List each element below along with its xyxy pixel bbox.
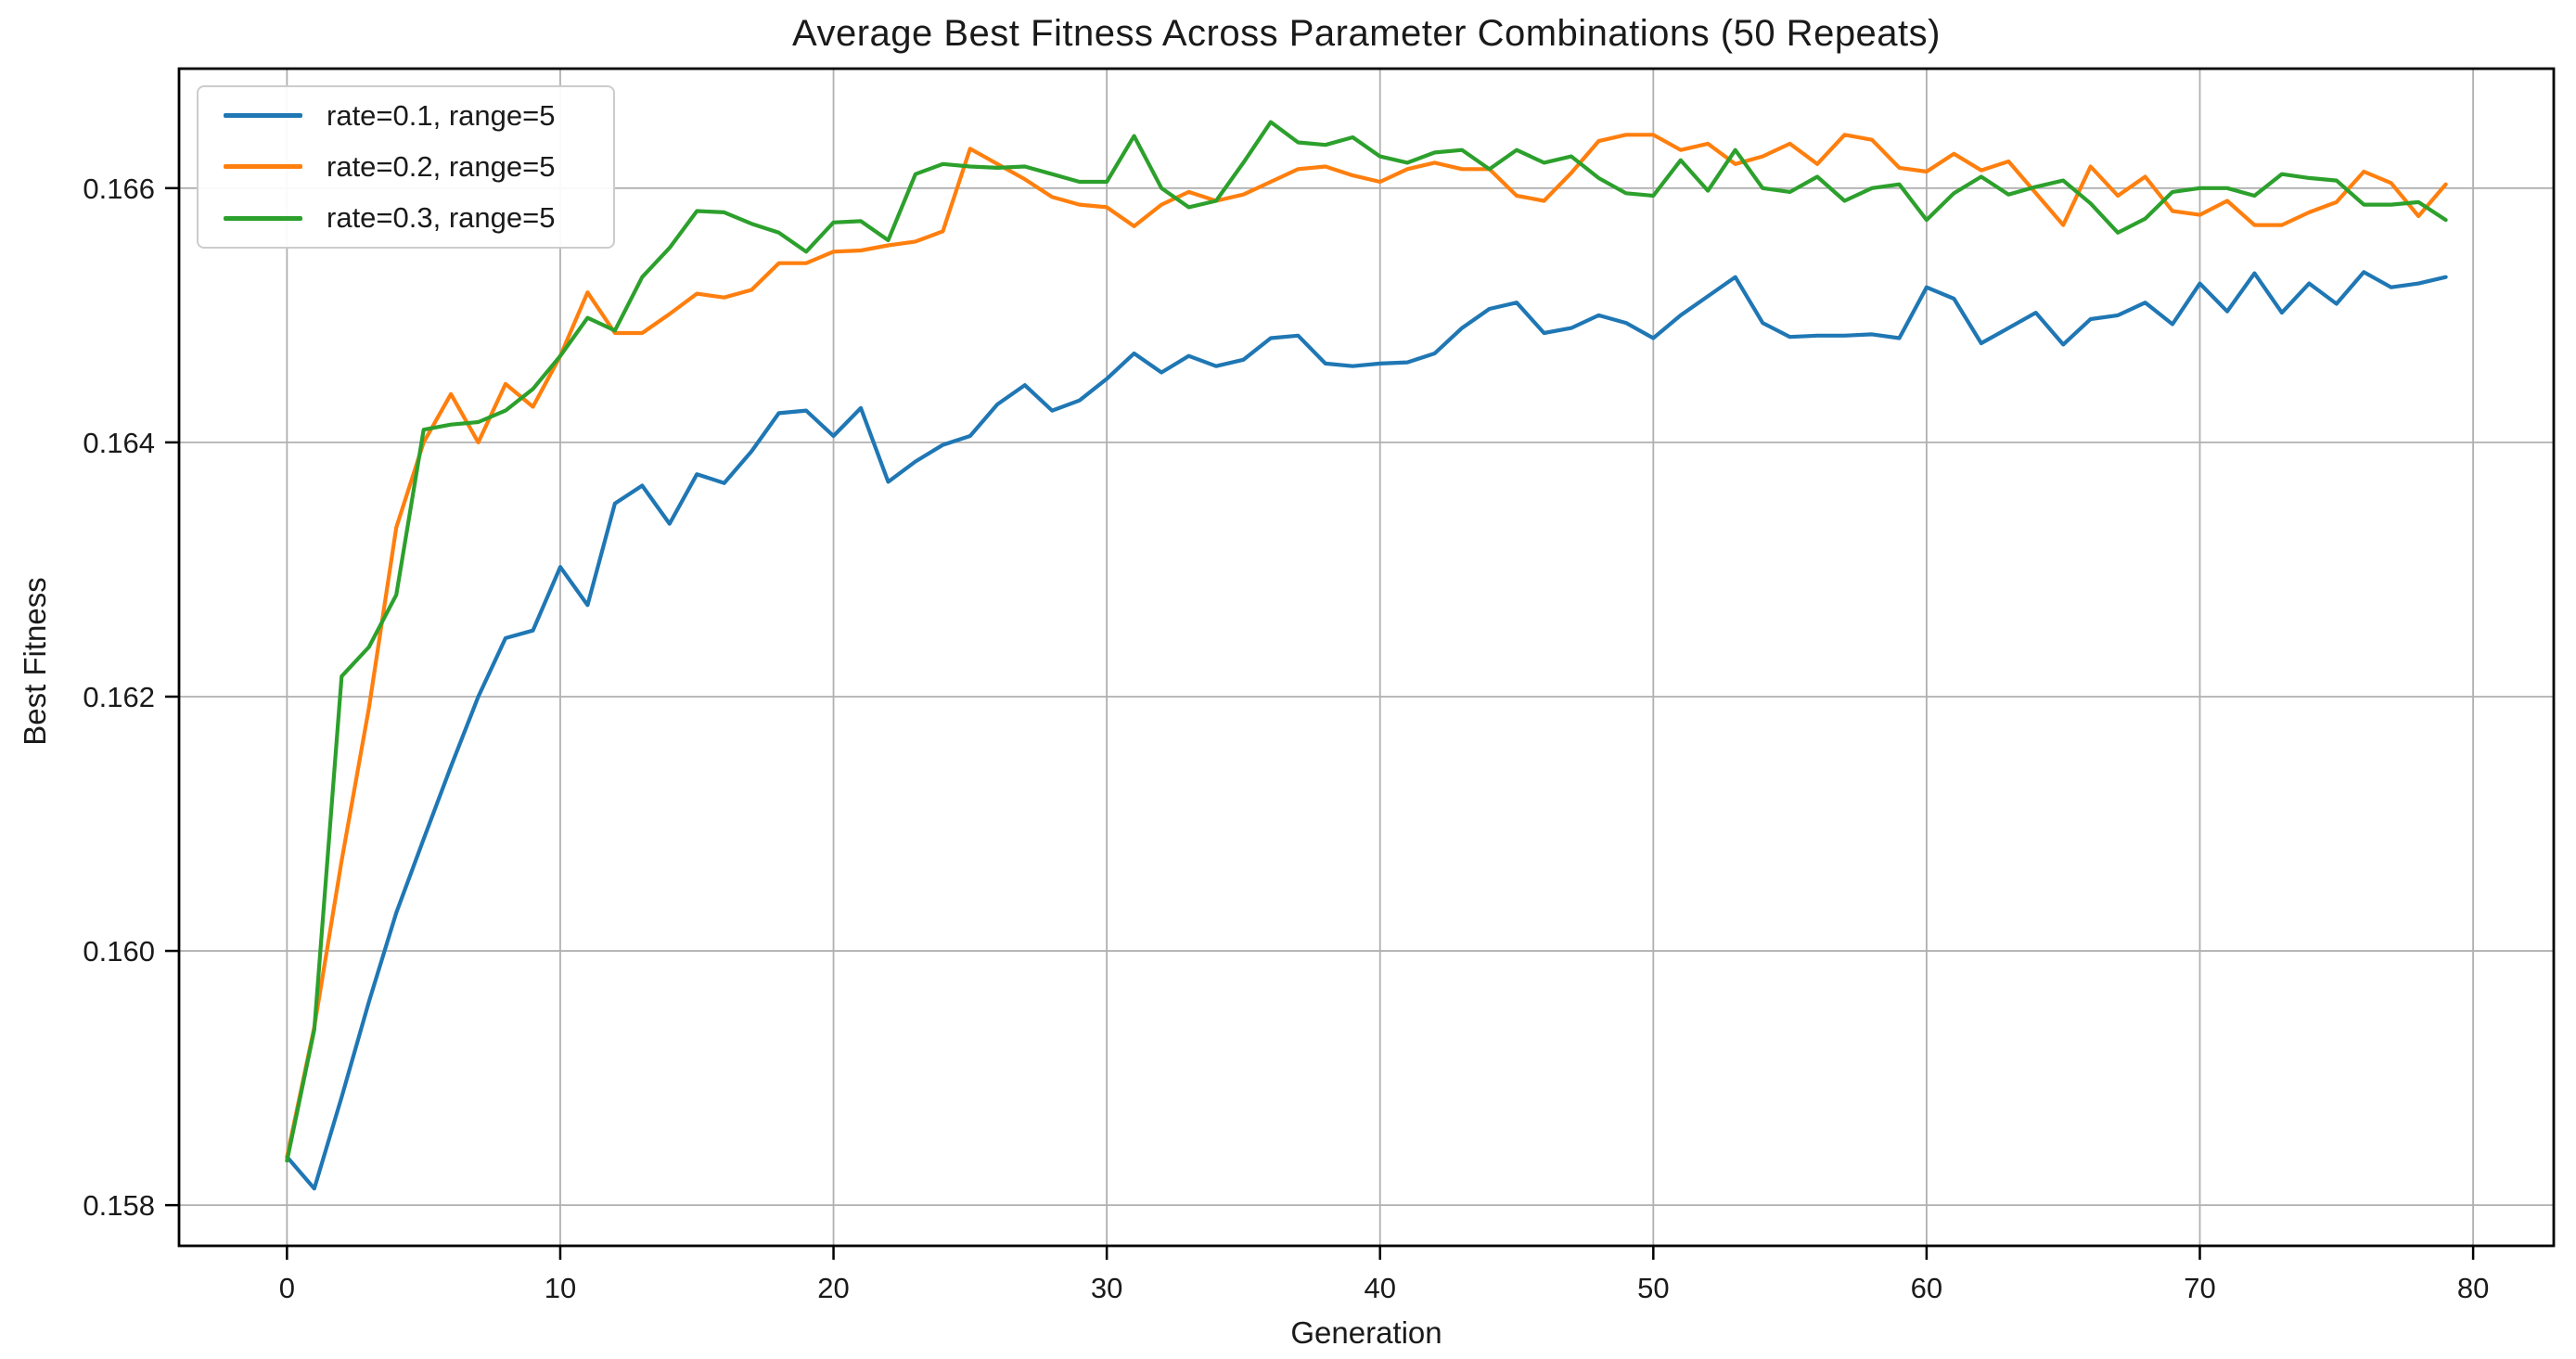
x-tick-label: 80 (2457, 1272, 2489, 1304)
y-tick-label: 0.166 (83, 173, 155, 205)
x-tick-label: 70 (2184, 1272, 2215, 1304)
data-line (285, 133, 2448, 1160)
legend-item: rate=0.1, range=5 (199, 96, 613, 135)
x-axis-label: Generation (1290, 1315, 1442, 1350)
y-tick-label: 0.162 (83, 681, 155, 713)
legend-line-swatch (224, 113, 302, 119)
legend-line-swatch (224, 164, 302, 170)
chart-title: Average Best Fitness Across Parameter Co… (792, 13, 1941, 54)
x-tick-label: 60 (1911, 1272, 1942, 1304)
legend-label: rate=0.3, range=5 (327, 201, 556, 235)
x-tick-label: 40 (1364, 1272, 1395, 1304)
data-line (285, 270, 2448, 1191)
axes-frame (177, 67, 2556, 1248)
y-tick-label: 0.158 (83, 1189, 155, 1222)
legend-line-swatch (224, 215, 302, 221)
legend-label: rate=0.2, range=5 (327, 149, 556, 183)
x-tick-label: 20 (817, 1272, 849, 1304)
legend: rate=0.1, range=5 rate=0.2, range=5 rate=0… (197, 85, 615, 249)
y-tick-label: 0.164 (83, 427, 155, 459)
x-tick-label: 50 (1637, 1272, 1669, 1304)
legend-item: rate=0.3, range=5 (199, 199, 613, 237)
y-axis-label: Best Fitness (18, 577, 52, 746)
x-tick-label: 0 (279, 1272, 295, 1304)
legend-label: rate=0.1, range=5 (327, 98, 556, 132)
x-tick-label: 10 (545, 1272, 576, 1304)
x-tick-label: 30 (1091, 1272, 1122, 1304)
data-line (285, 120, 2448, 1163)
y-tick-label: 0.160 (83, 935, 155, 968)
legend-item: rate=0.2, range=5 (199, 147, 613, 186)
